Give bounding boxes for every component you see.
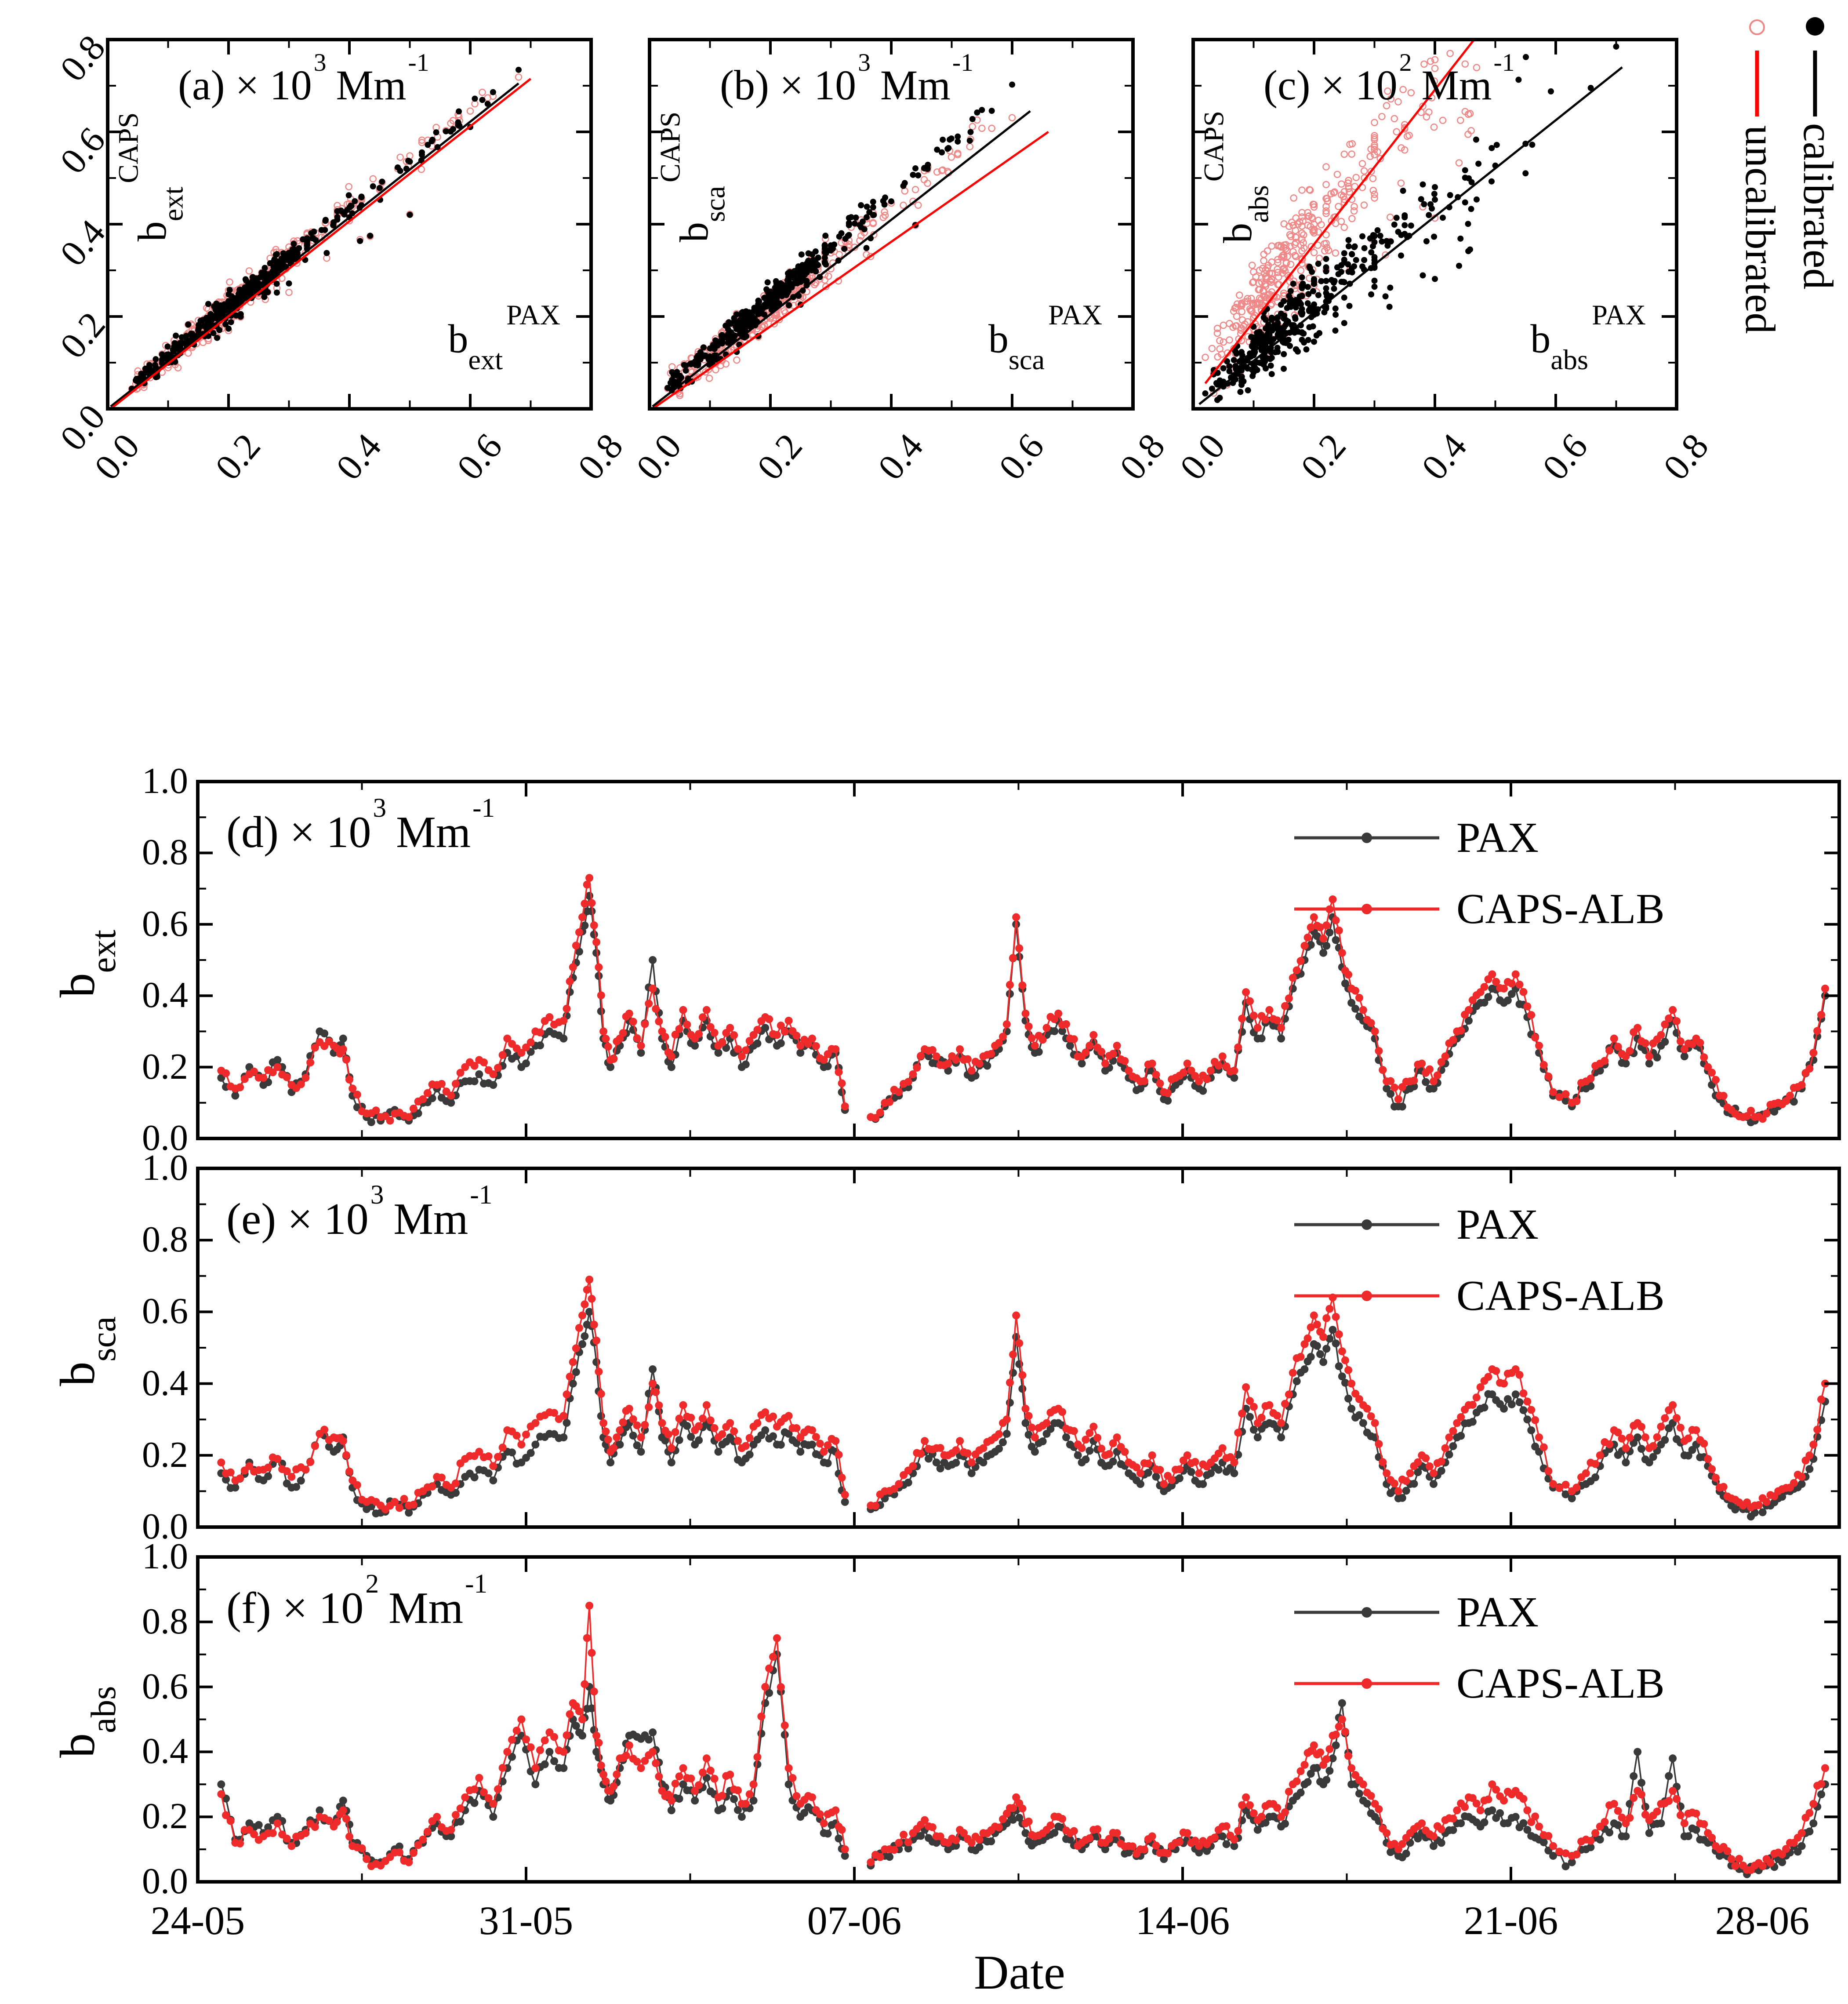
time-y-tick-label: 0.4 xyxy=(142,1362,188,1404)
legend-item-pax-d: PAX xyxy=(1292,813,1539,862)
axis-ticks xyxy=(196,1556,1841,1883)
time-y-tick-label: 0.8 xyxy=(142,1219,188,1260)
legend-label-pax: PAX xyxy=(1456,1201,1539,1248)
date-tick-label: 24-05 xyxy=(150,1898,245,1943)
panel-a-title: (a) × 103 Mm-1 xyxy=(178,49,429,109)
axis-ticks xyxy=(1192,38,1678,410)
caps-alb-series-e xyxy=(217,1275,1829,1513)
time-y-tick-label: 0.8 xyxy=(142,1600,188,1642)
legend-item-pax-e: PAX xyxy=(1292,1200,1539,1249)
panel-a-x-axis-title: bextPAX xyxy=(448,299,560,376)
date-tick-label: 21-06 xyxy=(1463,1898,1558,1943)
axis-ticks xyxy=(648,38,1134,410)
time-y-tick-label: 0.0 xyxy=(142,1506,188,1547)
panel-f-title: (f) × 102 Mm-1 xyxy=(226,1569,488,1633)
panel-a-title-text: (a) × 10 xyxy=(178,62,312,109)
time-y-tick-label: 0.6 xyxy=(142,903,188,944)
time-y-tick-label: 0.2 xyxy=(142,1796,188,1837)
axis-ticks xyxy=(196,1167,1841,1528)
panel-b-x-axis-title: bscaPAX xyxy=(988,299,1102,376)
panel-a-title-unit-exponent: -1 xyxy=(408,49,429,77)
legend-label-caps-alb: CAPS-ALB xyxy=(1456,1660,1665,1707)
panel-e-title: (e) × 103 Mm-1 xyxy=(226,1180,493,1244)
top-legend-markers xyxy=(1749,17,1824,116)
legend-label-uncalibrated: uncalibrated xyxy=(1737,125,1784,334)
time-y-tick-label: 0.4 xyxy=(142,975,188,1016)
x-axis-title-date: Date xyxy=(974,1946,1065,1999)
time-y-tick-label: 0.0 xyxy=(142,1117,188,1158)
date-tick-label: 14-06 xyxy=(1135,1898,1230,1943)
legend-label-calibrated: calibrated xyxy=(1795,123,1842,290)
legend-item-caps-f: CAPS-ALB xyxy=(1292,1659,1665,1708)
panel-c-x-axis-title: babsPAX xyxy=(1530,299,1646,376)
time-y-tick-label: 0.0 xyxy=(142,1861,188,1902)
legend-item-caps-d: CAPS-ALB xyxy=(1292,884,1665,934)
fit-lines-b xyxy=(652,110,1049,410)
caps-alb-line-marker-icon xyxy=(1294,1291,1439,1301)
uncalibrated-marker-icon xyxy=(1749,19,1765,35)
legend-label-caps-alb: CAPS-ALB xyxy=(1456,1272,1665,1320)
legend-label-pax: PAX xyxy=(1456,814,1539,862)
caps-alb-line-marker-icon xyxy=(1294,1678,1439,1689)
panel-f-y-axis-title: babs xyxy=(50,1686,123,1758)
fit-lines-a xyxy=(110,78,532,410)
date-tick-label: 28-06 xyxy=(1715,1898,1810,1943)
panel-a-title-unit: Mm xyxy=(336,62,407,109)
panel-b-y-axis-title: bscaCAPS xyxy=(654,111,731,243)
time-y-tick-label: 0.6 xyxy=(142,1291,188,1332)
axis-ticks xyxy=(196,780,1841,1140)
panel-e-y-axis-title: bsca xyxy=(50,1316,123,1386)
pax-line-marker-icon xyxy=(1294,833,1439,843)
time-y-tick-label: 1.0 xyxy=(142,760,188,801)
panel-b-title: (b) × 103 Mm-1 xyxy=(720,49,973,109)
pax-series-e xyxy=(217,1308,1829,1521)
pax-line-marker-icon xyxy=(1294,1607,1439,1618)
time-y-tick-label: 1.0 xyxy=(142,1147,188,1188)
date-tick-label: 31-05 xyxy=(479,1898,574,1943)
caps-alb-series-f xyxy=(217,1601,1829,1874)
caps-alb-line-marker-icon xyxy=(1294,904,1439,914)
fit-lines-c xyxy=(1198,39,1623,405)
panel-c-y-axis-title: babsCAPS xyxy=(1198,111,1274,243)
axis-ticks xyxy=(106,38,592,410)
legend-item-caps-e: CAPS-ALB xyxy=(1292,1271,1665,1320)
panel-d-title: (d) × 103 Mm-1 xyxy=(226,793,495,857)
legend-label-caps-alb: CAPS-ALB xyxy=(1456,885,1665,933)
time-y-tick-label: 0.2 xyxy=(142,1046,188,1087)
pax-line-marker-icon xyxy=(1294,1219,1439,1230)
time-y-tick-label: 0.8 xyxy=(142,832,188,873)
calibrated-marker-icon xyxy=(1806,17,1824,36)
panel-a-y-axis-title: bextCAPS xyxy=(113,112,189,242)
time-y-tick-label: 0.6 xyxy=(142,1666,188,1707)
panel-d-y-axis-title: bext xyxy=(50,929,123,998)
panel-a-title-exponent: 3 xyxy=(313,49,327,77)
time-y-tick-label: 0.2 xyxy=(142,1434,188,1475)
time-y-tick-label: 0.4 xyxy=(142,1731,188,1772)
caps-alb-series-d xyxy=(217,874,1829,1125)
time-y-tick-label: 1.0 xyxy=(142,1536,188,1577)
legend-label-pax: PAX xyxy=(1456,1589,1539,1636)
date-tick-label: 07-06 xyxy=(807,1898,902,1943)
legend-item-pax-f: PAX xyxy=(1292,1588,1539,1637)
panel-c-title: (c) × 102 Mm-1 xyxy=(1263,49,1515,109)
